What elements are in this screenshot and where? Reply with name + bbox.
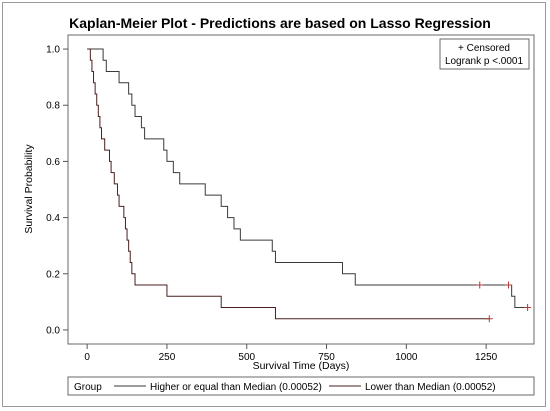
censored-note: + Censored (458, 43, 510, 54)
x-tick-label: 1250 (475, 352, 498, 363)
plot-frame (2, 2, 546, 407)
y-tick-label: 0.8 (46, 101, 60, 112)
y-tick-label: 0.2 (46, 269, 60, 280)
y-tick-label: 0.4 (46, 213, 60, 224)
x-tick-label: 1000 (395, 352, 418, 363)
x-tick-label: 750 (318, 352, 335, 363)
logrank-note: Logrank p <.0001 (445, 56, 524, 67)
censor-mark (504, 281, 512, 289)
inset-box (439, 38, 530, 70)
censor-mark (476, 281, 484, 289)
y-axis-label: Survival Probability (23, 144, 35, 234)
chart-title: Kaplan-Meier Plot - Predictions are base… (69, 15, 491, 31)
legend-label-2: Lower than Median (0.00052) (365, 382, 496, 393)
survival-curve-2 (87, 48, 490, 320)
x-axis-label: Survival Time (Days) (253, 360, 350, 372)
y-tick-label: 1.0 (46, 45, 60, 56)
legend-entries: Higher or equal than Median (0.00052) Low… (114, 382, 496, 393)
x-axis-ticks: 0 250 500 750 1000 1250 (84, 344, 498, 363)
censor-mark (485, 315, 493, 323)
x-tick-label: 0 (84, 352, 90, 363)
legend-label-1: Higher or equal than Median (0.00052) (150, 382, 322, 393)
x-tick-label: 250 (159, 352, 176, 363)
x-tick-label: 500 (238, 352, 255, 363)
y-axis-ticks: 0.0 0.2 0.4 0.6 0.8 1.0 (46, 45, 68, 336)
legend-box (67, 376, 535, 396)
survival-curves (87, 48, 532, 323)
y-tick-label: 0.0 (46, 325, 60, 336)
survival-curve-1 (87, 48, 528, 308)
legend-title: Group (74, 382, 102, 393)
censor-mark (524, 303, 532, 311)
plot-area (67, 34, 535, 345)
y-tick-label: 0.6 (46, 157, 60, 168)
